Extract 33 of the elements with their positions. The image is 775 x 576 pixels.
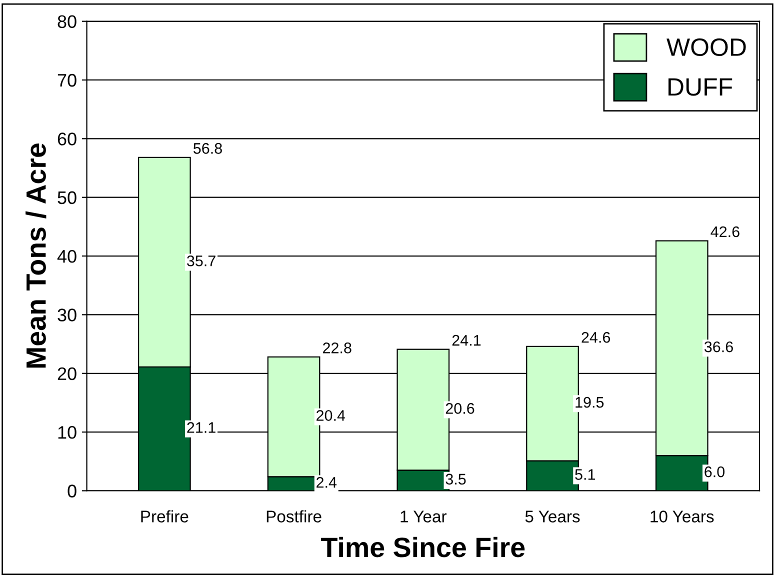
x-tick-label: 1 Year	[400, 510, 447, 522]
x-tick-label: Prefire	[141, 510, 188, 522]
x-axis-title: Time Since Fire	[321, 536, 525, 558]
y-tick-label: 80	[58, 15, 76, 28]
data-label: 6.0	[704, 466, 725, 478]
y-tick-label: 30	[58, 308, 76, 322]
data-label: 21.1	[187, 422, 216, 433]
x-tick-label: 10 Years	[650, 510, 714, 522]
total-label: 22.8	[323, 342, 352, 354]
y-tick-label: 50	[58, 191, 76, 204]
data-label: 36.6	[704, 341, 733, 352]
total-label: 42.6	[710, 226, 740, 238]
data-label: 2.4	[316, 476, 337, 488]
legend-label: WOOD	[666, 38, 746, 56]
data-label: 20.6	[446, 403, 474, 414]
y-tick-label: 20	[58, 367, 76, 380]
data-label: 35.7	[186, 255, 216, 266]
y-axis-title: Mean Tons / Acre	[26, 144, 46, 368]
x-tick-label: Postfire	[266, 510, 322, 522]
data-label: 3.5	[446, 474, 466, 485]
total-label: 24.1	[452, 334, 481, 346]
y-tick-label: 10	[58, 426, 76, 439]
total-label: 24.6	[582, 332, 610, 343]
x-tick-label: 5 Years	[525, 510, 580, 522]
y-tick-label: 60	[58, 132, 76, 146]
data-label: 20.4	[316, 410, 346, 421]
data-label: 5.1	[575, 469, 595, 480]
data-label: 19.5	[576, 396, 604, 408]
total-label: 56.8	[193, 143, 222, 154]
y-tick-label: 0	[68, 484, 76, 498]
legend-label: DUFF	[668, 78, 732, 96]
y-tick-label: 70	[58, 74, 76, 87]
y-tick-label: 40	[57, 250, 76, 263]
